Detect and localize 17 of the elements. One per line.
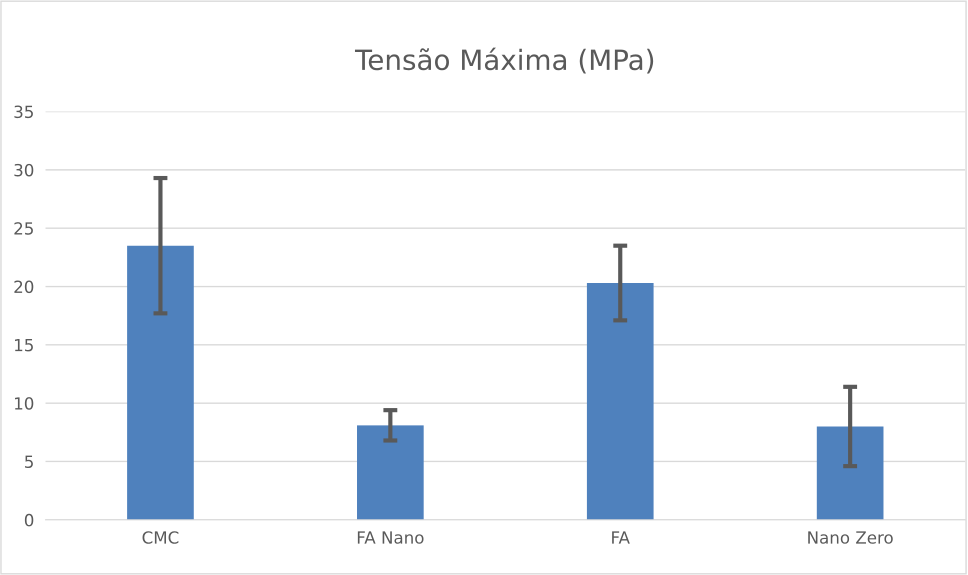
bar bbox=[816, 426, 884, 520]
y-tick-label: 15 bbox=[15, 339, 33, 352]
y-tick-label: 10 bbox=[15, 397, 34, 410]
x-tick-label: FA Nano bbox=[358, 531, 424, 544]
chart-title: Tensão Máxima (MPa) bbox=[354, 48, 654, 74]
bar bbox=[127, 246, 194, 520]
y-tick-label: 20 bbox=[14, 280, 34, 294]
bar bbox=[586, 283, 654, 520]
y-tick-label: 35 bbox=[14, 106, 33, 118]
x-tick-label: Nano Zero bbox=[808, 531, 893, 544]
y-tick-label: 30 bbox=[14, 164, 34, 176]
x-tick-label: FA bbox=[612, 531, 630, 544]
bar bbox=[357, 425, 424, 520]
y-tick-label: 0 bbox=[24, 514, 34, 526]
y-tick-label: 25 bbox=[14, 222, 33, 235]
x-tick-label: CMC bbox=[142, 531, 178, 544]
y-tick-label: 5 bbox=[25, 456, 33, 468]
